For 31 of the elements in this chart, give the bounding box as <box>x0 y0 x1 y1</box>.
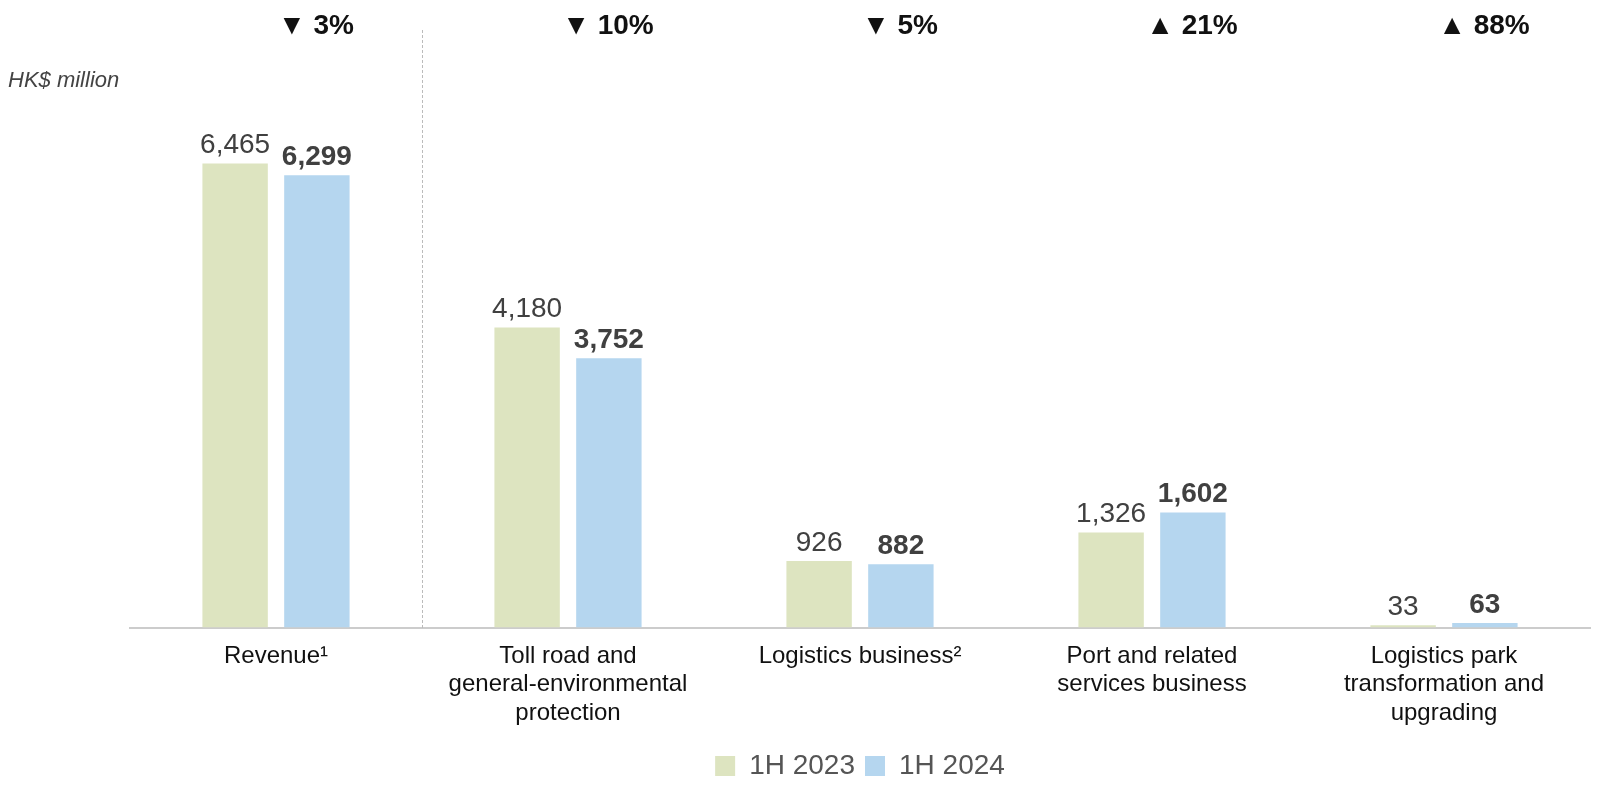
data-label: 6,299 <box>281 140 352 172</box>
bar <box>868 564 934 628</box>
text: ▼ 5% <box>862 8 939 40</box>
data-label: 882 <box>877 528 925 560</box>
data-label: 6,465 <box>200 128 271 160</box>
text: ▲ 21% <box>1146 8 1238 40</box>
y-axis-title: HK$ million <box>8 67 120 93</box>
bar <box>786 561 852 628</box>
data-label: 4,180 <box>492 292 563 324</box>
text: ▼ 3% <box>278 8 355 40</box>
bar <box>202 163 268 628</box>
bar <box>284 175 350 628</box>
bar <box>1078 532 1144 628</box>
x-tick-label: Port and related services business <box>1057 640 1247 697</box>
x-tick-label: Logistics business² <box>758 640 962 668</box>
bar <box>576 358 642 628</box>
text: ▼ 10% <box>562 8 654 40</box>
bar <box>494 327 560 628</box>
data-label: 1,326 <box>1076 497 1147 529</box>
data-label: 1,602 <box>1157 477 1228 509</box>
x-tick-label: Logistics park transformation and upgrading <box>1343 640 1545 726</box>
x-tick-label: Revenue¹ <box>223 640 329 668</box>
data-label: 3,752 <box>573 322 644 354</box>
legend-label: 1H 2024 <box>899 748 1005 780</box>
data-label: 33 <box>1387 589 1419 621</box>
data-label: 63 <box>1469 587 1501 619</box>
bar <box>1160 512 1226 628</box>
legend-label: 1H 2023 <box>749 748 856 780</box>
data-label: 926 <box>795 525 843 557</box>
text: ▲ 88% <box>1438 8 1530 40</box>
x-tick-label: Toll road and general-environmental protection <box>448 640 688 726</box>
